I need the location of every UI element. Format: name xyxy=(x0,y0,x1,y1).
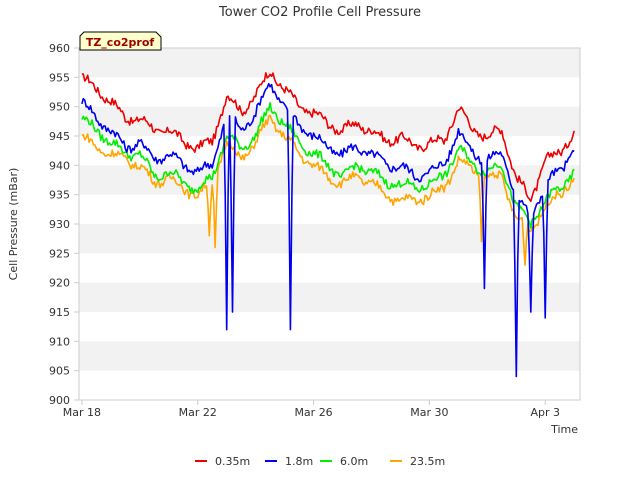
y-tick-label: 950 xyxy=(49,101,70,114)
site-tag-label: TZ_co2prof xyxy=(86,36,155,49)
legend-label: 1.8m xyxy=(285,455,313,468)
grid-bands xyxy=(79,48,580,371)
x-tick-label: Apr 3 xyxy=(530,406,560,419)
x-tick-label: Mar 18 xyxy=(63,406,101,419)
y-tick-label: 925 xyxy=(49,247,70,260)
y-tick-label: 910 xyxy=(49,335,70,348)
series-line-6_0m xyxy=(81,102,575,229)
y-tick-label: 915 xyxy=(49,306,70,319)
x-axis-label: Time xyxy=(550,423,578,436)
series-line-1_8m xyxy=(81,82,575,378)
grid-band xyxy=(79,282,580,312)
legend-label: 6.0m xyxy=(340,455,368,468)
y-tick-label: 960 xyxy=(49,42,70,55)
y-tick-label: 930 xyxy=(49,218,70,231)
legend-item: 0.35m xyxy=(195,455,250,468)
x-tick-label: Mar 22 xyxy=(179,406,217,419)
y-tick-label: 945 xyxy=(49,130,70,143)
site-tag: TZ_co2prof xyxy=(79,31,162,51)
grid-band xyxy=(79,48,580,78)
y-axis-ticks: 900 905 910 915 920 925 930 935 940 945 950 955 960 xyxy=(49,42,79,407)
grid-band xyxy=(79,224,580,254)
x-tick-label: Mar 30 xyxy=(410,406,448,419)
x-tick-label: Mar 26 xyxy=(294,406,332,419)
y-axis-label: Cell Pressure (mBar) xyxy=(7,168,20,281)
series-lines xyxy=(81,72,575,378)
x-axis-ticks: Mar 18 Mar 22 Mar 26 Mar 30 Apr 3 xyxy=(63,400,560,419)
legend-label: 23.5m xyxy=(410,455,445,468)
y-tick-label: 900 xyxy=(49,394,70,407)
y-tick-label: 935 xyxy=(49,189,70,202)
legend-item: 1.8m xyxy=(265,455,313,468)
chart-title: Tower CO2 Profile Cell Pressure xyxy=(218,5,421,20)
legend-item: 6.0m xyxy=(320,455,368,468)
grid-band xyxy=(79,341,580,371)
y-tick-label: 940 xyxy=(49,159,70,172)
y-tick-label: 920 xyxy=(49,277,70,290)
legend-item: 23.5m xyxy=(390,455,445,468)
site-tag-box xyxy=(79,31,162,51)
series-line-0_35m xyxy=(81,72,575,203)
y-tick-label: 905 xyxy=(49,365,70,378)
series-line-23_5m xyxy=(81,114,575,266)
legend-label: 0.35m xyxy=(215,455,250,468)
y-tick-label: 955 xyxy=(49,71,70,84)
legend: 0.35m 1.8m 6.0m 23.5m xyxy=(195,455,445,468)
